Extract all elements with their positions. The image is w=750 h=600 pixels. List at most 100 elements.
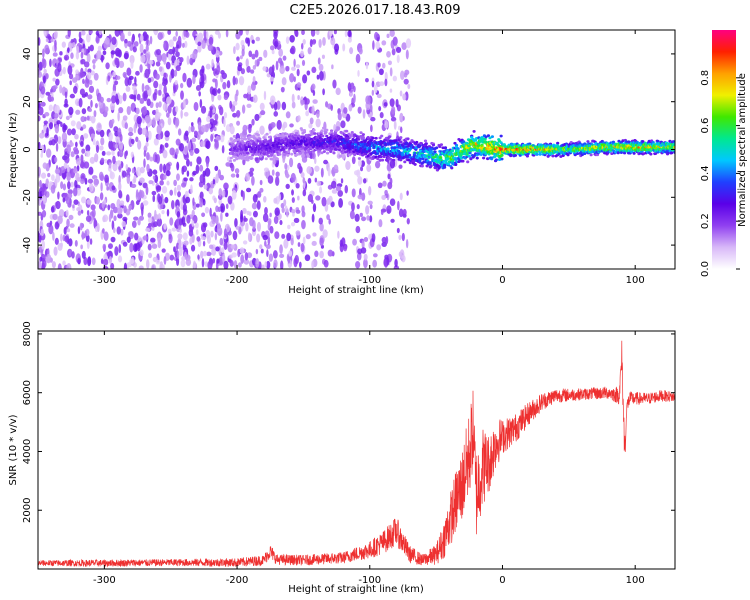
spectrogram-noise-cell — [309, 117, 314, 125]
spectrogram-noise-cell — [125, 164, 129, 171]
spectrogram-noise-cell — [314, 250, 319, 258]
spectrogram-ridge-cell — [278, 152, 282, 156]
spectrogram-noise-cell — [207, 44, 214, 52]
spectrogram-ridge-cell — [268, 139, 272, 143]
spectrogram-noise-cell — [55, 142, 59, 152]
spectrogram-noise-cell — [210, 133, 214, 142]
spectrogram-noise-cell — [220, 212, 223, 222]
spectrogram-ridge-cell — [229, 138, 233, 141]
spectrogram-noise-cell — [200, 140, 206, 147]
spectrogram-ridge-cell — [627, 140, 631, 144]
spectrogram-noise-cell — [286, 232, 292, 242]
spectrogram-noise-cell — [128, 131, 134, 137]
spectrogram-noise-cell — [342, 43, 346, 52]
spectrogram-noise-cell — [135, 189, 139, 198]
spectrogram-noise-cell — [280, 60, 284, 66]
spectrogram-noise-cell — [42, 75, 46, 84]
spectrogram-noise-cell — [163, 223, 167, 230]
spectrogram-noise-cell — [290, 45, 296, 55]
spectrogram-noise-cell — [316, 30, 320, 36]
spectrogram-noise-cell — [114, 246, 119, 256]
spectrogram-noise-cell — [217, 94, 222, 101]
spectrogram-noise-cell — [254, 59, 258, 67]
spectrogram-noise-cell — [125, 194, 130, 203]
spectrogram-noise-cell — [157, 213, 161, 220]
spectrogram-noise-cell — [96, 122, 102, 132]
spectrogram-noise-cell — [50, 184, 56, 194]
spectrogram-noise-cell — [376, 37, 380, 42]
spectrogram-noise-cell — [123, 52, 129, 60]
colorbar-tick-label: 0.0 — [700, 261, 711, 277]
spectrogram-noise-cell — [291, 101, 296, 109]
spectrogram-noise-cell — [245, 222, 249, 232]
spectrogram-noise-cell — [69, 223, 75, 228]
spectrogram-noise-cell — [168, 48, 174, 55]
spectrogram-ridge-cell — [443, 146, 448, 149]
spectrogram-ridge-cell — [338, 154, 342, 158]
spectrogram-noise-cell — [262, 66, 267, 72]
spectrogram-noise-cell — [106, 186, 110, 191]
spectrogram-noise-cell — [97, 45, 103, 52]
spectrogram-noise-cell — [230, 163, 235, 172]
spectrogram-noise-cell — [159, 163, 163, 173]
spectrogram-noise-cell — [295, 64, 301, 69]
spectrogram-noise-cell — [200, 105, 207, 114]
spectrogram-noise-cell — [82, 124, 87, 130]
spectrogram-noise-cell — [147, 217, 153, 224]
spectrogram-noise-cell — [360, 247, 367, 254]
spectrogram-cells — [38, 30, 675, 269]
spectrogram-noise-cell — [252, 94, 258, 103]
spectrogram-noise-cell — [111, 95, 117, 104]
spectrogram-noise-cell — [312, 99, 318, 104]
spectrogram-noise-cell — [225, 30, 229, 38]
spectrogram-noise-cell — [209, 118, 215, 124]
spectrogram-noise-cell — [337, 112, 342, 121]
spectrogram-noise-cell — [137, 127, 143, 135]
spectrogram-noise-cell — [348, 103, 353, 112]
spectrogram-noise-cell — [83, 61, 90, 68]
spectrogram-noise-cell — [136, 115, 142, 125]
spectrogram-noise-cell — [186, 170, 190, 177]
spectrogram-ridge-cell — [329, 150, 333, 154]
spectrogram-noise-cell — [165, 61, 171, 70]
spectrogram-noise-cell — [175, 65, 181, 72]
spectrogram-noise-cell — [111, 36, 117, 46]
spectrogram-noise-cell — [386, 205, 392, 214]
spectrogram-noise-cell — [285, 183, 290, 190]
spectrogram-noise-cell — [347, 30, 352, 38]
spectrogram-noise-cell — [162, 103, 168, 112]
spectrogram-ridge-cell — [313, 132, 317, 135]
spectrogram-noise-cell — [229, 100, 233, 109]
spectrogram-noise-cell — [72, 187, 78, 197]
spectrogram-noise-cell — [297, 95, 300, 100]
spectrogram-noise-cell — [309, 39, 313, 48]
spectrogram-noise-cell — [165, 162, 171, 172]
spectrogram-noise-cell — [232, 112, 237, 118]
spectrogram-noise-cell — [72, 77, 78, 83]
spectrogram-noise-cell — [146, 259, 150, 269]
spectrogram-noise-cell — [319, 222, 324, 232]
spectrogram-noise-cell — [153, 221, 158, 228]
spectrogram-noise-cell — [152, 169, 158, 175]
spectrogram-noise-cell — [231, 189, 237, 200]
spectrogram-noise-cell — [320, 167, 324, 178]
spectrogram-noise-cell — [108, 213, 112, 223]
spectrogram-ridge-cell — [488, 136, 492, 140]
spectrogram-noise-cell — [158, 83, 163, 91]
snr-y-tick-label: 2000 — [22, 498, 33, 523]
spectrogram-noise-cell — [249, 69, 255, 74]
spectrogram-noise-cell — [377, 62, 381, 68]
spectrogram-ridge-cell — [332, 151, 336, 155]
spectrogram-noise-cell — [97, 223, 100, 233]
spectrogram-noise-cell — [318, 63, 324, 72]
spectrogram-noise-cell — [340, 178, 344, 184]
spectrogram-noise-cell — [252, 193, 258, 203]
spectrogram-noise-cell — [219, 203, 226, 213]
spectrogram-noise-cell — [256, 221, 261, 232]
spectrogram-ridge-cell — [263, 152, 267, 156]
spectrogram-noise-cell — [75, 109, 81, 115]
spectrogram-noise-cell — [217, 222, 221, 233]
spectrogram-noise-cell — [146, 152, 150, 161]
spectrogram-noise-cell — [162, 264, 165, 269]
